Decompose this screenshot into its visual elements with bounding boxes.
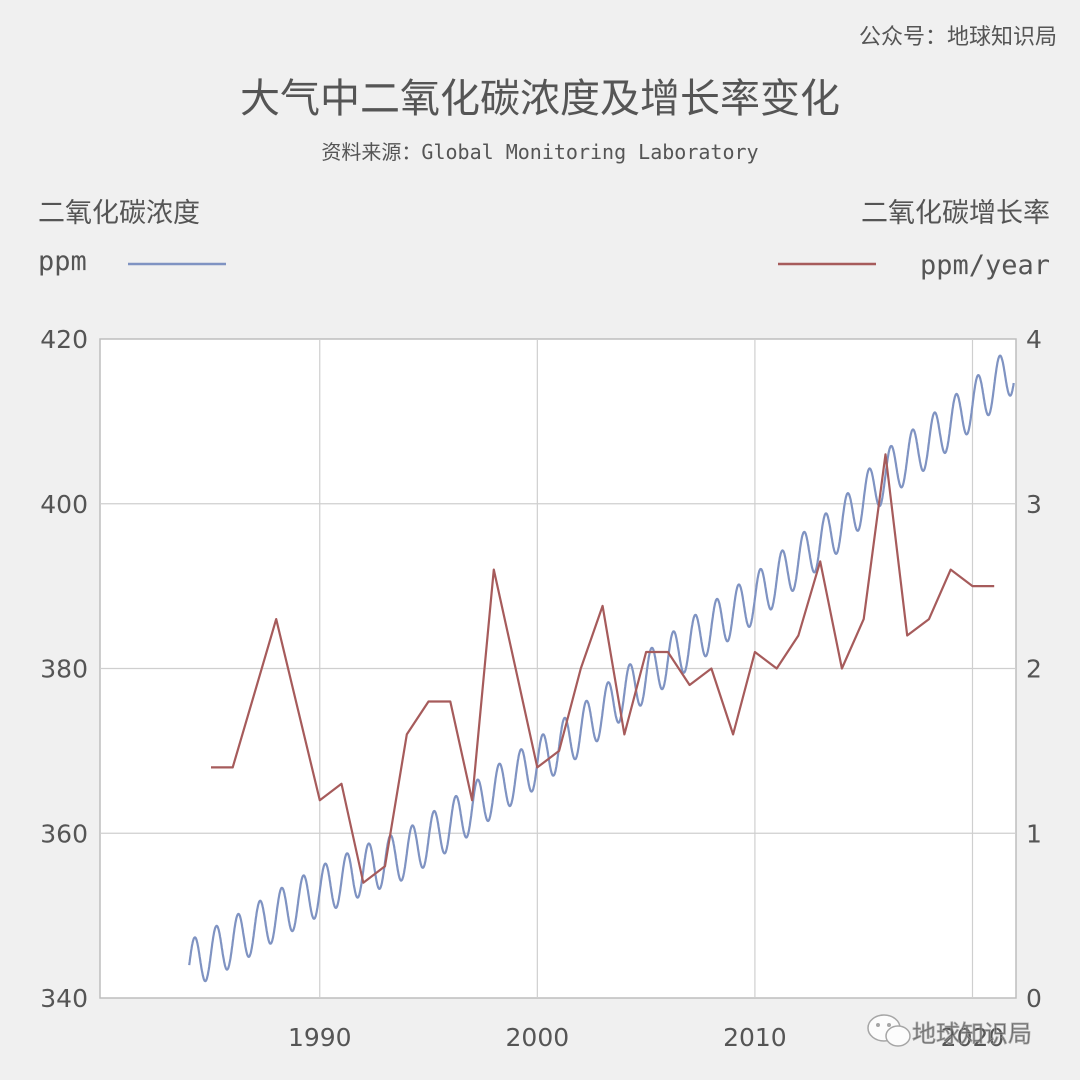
x-tick-label: 2000 [506,1023,570,1052]
left-axis-unit: ppm [38,246,87,277]
right-axis-unit: ppm/year [920,250,1050,281]
x-tick-label: 2020 [941,1023,1005,1052]
right-axis-ticks: 0 1 2 3 4 [1026,325,1042,1013]
watermark: 地球知识局 [867,1014,1032,1048]
chart-subtitle: 资料来源：Global Monitoring Laboratory [321,140,758,164]
right-tick-label: 1 [1026,819,1042,848]
chart-title: 大气中二氧化碳浓度及增长率变化 [240,76,840,122]
watermark-text: 地球知识局 [912,1020,1032,1048]
right-tick-label: 3 [1026,490,1042,519]
right-tick-label: 0 [1026,984,1042,1013]
wechat-icon [867,1014,911,1047]
left-tick-label: 420 [40,325,88,354]
co2-concentration-line [188,354,1015,983]
right-tick-label: 4 [1026,325,1042,354]
left-tick-label: 360 [40,819,88,848]
x-tick-label: 2010 [723,1023,787,1052]
right-axis-label: 二氧化碳增长率 [861,198,1050,229]
left-tick-label: 380 [40,655,88,684]
left-axis-label: 二氧化碳浓度 [38,198,200,229]
left-axis-ticks: 340 360 380 400 420 [40,325,88,1013]
x-axis-ticks: 1990 2000 2010 2020 [288,1023,1004,1052]
x-tick-label: 1990 [288,1023,352,1052]
source-tag: 公众号：地球知识局 [859,25,1057,50]
left-tick-label: 340 [40,984,88,1013]
right-tick-label: 2 [1026,655,1042,684]
left-tick-label: 400 [40,490,88,519]
series-layer [188,354,1015,983]
co2-growth-rate-line [211,453,995,884]
